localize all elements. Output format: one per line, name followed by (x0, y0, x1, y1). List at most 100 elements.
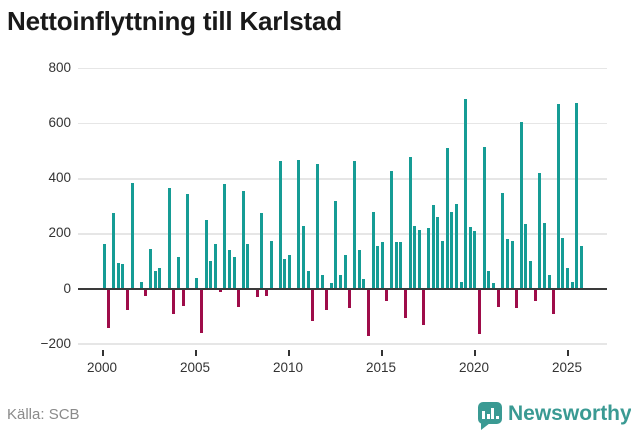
bar-positive (459, 282, 463, 289)
bar-negative (144, 289, 148, 296)
bar-positive (306, 271, 310, 289)
x-axis-label: 2025 (551, 360, 583, 375)
bar-negative (255, 289, 259, 298)
bar-positive (130, 182, 134, 289)
bar-positive (195, 277, 199, 289)
bar-positive (575, 103, 579, 289)
bar-positive (153, 271, 157, 289)
bar-positive (556, 104, 560, 289)
bar-positive (352, 160, 356, 289)
bar-positive (116, 262, 120, 289)
bar-negative (107, 289, 111, 328)
bar-positive (158, 268, 162, 289)
bar-positive (288, 254, 292, 289)
bar-positive (408, 156, 412, 289)
bar-negative (125, 289, 129, 310)
bar-positive (329, 283, 333, 289)
x-axis-tick (567, 350, 569, 356)
bar-negative (403, 289, 407, 318)
bar-positive (357, 250, 361, 289)
bar-positive (394, 242, 398, 289)
bar-positive (139, 282, 143, 289)
bar-positive (246, 243, 250, 289)
x-axis-label: 2005 (179, 360, 211, 375)
x-axis-label: 2015 (365, 360, 397, 375)
brand-wordmark: Newsworthy (508, 402, 631, 425)
bar-positive (413, 225, 417, 289)
bar-positive (297, 159, 301, 289)
bar-positive (227, 250, 231, 289)
bar-positive (241, 191, 245, 289)
bar-positive (102, 243, 106, 289)
bar-positive (529, 261, 533, 289)
bar-positive (524, 224, 528, 289)
x-axis-tick (381, 350, 383, 356)
bar-chart-badge-icon (478, 402, 502, 424)
bar-positive (538, 173, 542, 289)
bar-positive (445, 148, 449, 289)
newsworthy-logo: Newsworthy (478, 402, 631, 432)
bar-positive (468, 227, 472, 289)
bar-positive (362, 279, 366, 289)
bar-positive (223, 184, 227, 289)
bar-positive (473, 231, 477, 289)
badge-bar-3 (491, 408, 494, 419)
bar-positive (204, 220, 208, 289)
chart-title: Nettoinflyttning till Karlstad (7, 6, 342, 36)
bar-negative (311, 289, 315, 321)
bar-positive (269, 240, 273, 289)
bar-positive (570, 282, 574, 289)
bar-positive (417, 229, 421, 289)
bar-negative (200, 289, 204, 334)
x-axis-tick (102, 350, 104, 356)
bar-positive (501, 192, 505, 289)
bar-negative (237, 289, 241, 307)
bar-positive (376, 246, 380, 289)
y-gridline (78, 233, 607, 235)
x-axis-tick (474, 350, 476, 356)
bar-positive (566, 268, 570, 289)
bar-positive (149, 249, 153, 289)
bar-positive (454, 203, 458, 289)
y-gridline (78, 343, 607, 345)
y-axis-label: 600 (48, 115, 71, 131)
bar-positive (371, 211, 375, 289)
bar-negative (515, 289, 519, 309)
bar-positive (487, 271, 491, 289)
bar-positive (186, 193, 190, 289)
y-gridline (78, 67, 607, 70)
bar-positive (260, 213, 264, 289)
bar-negative (422, 289, 426, 325)
bar-positive (278, 160, 282, 289)
bar-negative (496, 289, 500, 307)
badge-dot (495, 416, 499, 419)
bar-positive (339, 275, 343, 289)
x-axis-label: 2010 (272, 360, 304, 375)
x-axis-tick (195, 350, 197, 356)
bar-negative (385, 289, 389, 302)
bar-positive (176, 257, 180, 289)
y-gridline (78, 178, 607, 180)
bar-positive (112, 213, 116, 289)
bar-negative (264, 289, 268, 296)
bar-positive (542, 222, 546, 289)
bar-positive (510, 240, 514, 289)
bar-positive (491, 283, 495, 289)
bar-negative (181, 289, 185, 306)
bar-positive (302, 225, 306, 289)
bar-positive (561, 238, 565, 289)
bar-positive (209, 261, 213, 289)
bar-positive (380, 242, 384, 289)
x-axis-label: 2000 (86, 360, 118, 375)
y-axis-label: 0 (63, 280, 71, 296)
bar-positive (283, 258, 287, 289)
bar-positive (547, 275, 551, 289)
bar-negative (218, 289, 222, 292)
bar-positive (450, 211, 454, 289)
bar-negative (552, 289, 556, 314)
badge-tail (481, 423, 490, 430)
bar-negative (366, 289, 370, 336)
bar-positive (579, 246, 583, 289)
x-axis-tick (288, 350, 290, 356)
